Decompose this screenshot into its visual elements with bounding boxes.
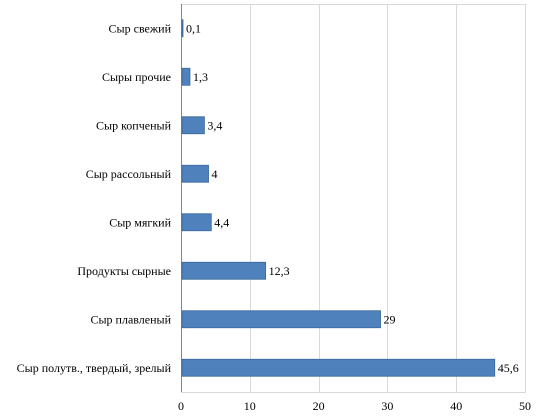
bar: [181, 213, 212, 232]
value-label: 4,4: [214, 215, 229, 229]
category-label: Сыр копченый: [96, 118, 172, 132]
value-label: 1,3: [193, 70, 208, 84]
value-label: 29: [384, 312, 396, 326]
value-label: 0,1: [186, 21, 201, 35]
x-tick-label: 30: [381, 399, 393, 413]
bar: [181, 261, 267, 280]
category-label: Сыр свежий: [109, 21, 172, 35]
bar: [181, 164, 209, 183]
bar: [181, 19, 184, 38]
value-label: 4: [212, 167, 218, 181]
value-label: 3,4: [207, 118, 222, 132]
plot-area-frame: [181, 4, 526, 393]
value-label: 12,3: [269, 264, 290, 278]
x-tick-label: 20: [313, 399, 325, 413]
x-tick-label: 50: [519, 399, 531, 413]
category-label: Сыр рассольный: [86, 167, 172, 181]
category-label: Сыр плавленый: [90, 312, 171, 326]
bar: [181, 116, 205, 135]
labels: 0 10 20 30 40 50 Сыр свежий 0,1 Сыры прочие 1,3 Сы…: [17, 21, 531, 413]
x-tick-label: 0: [178, 399, 184, 413]
category-label: Сыр мягкий: [109, 215, 171, 229]
value-label: 45,6: [498, 361, 519, 375]
category-label: Продукты сырные: [77, 264, 171, 278]
grid-layer: [181, 4, 526, 393]
x-tick-label: 40: [450, 399, 462, 413]
bar: [181, 358, 496, 377]
bars: [181, 19, 496, 377]
category-label: Сыры прочие: [102, 70, 171, 84]
x-tick-label: 10: [244, 399, 256, 413]
category-label: Сыр полутв., твердый, зрелый: [17, 361, 172, 375]
bar: [181, 67, 191, 86]
bar: [181, 310, 381, 329]
